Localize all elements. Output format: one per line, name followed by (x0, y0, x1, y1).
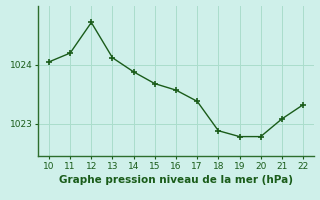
X-axis label: Graphe pression niveau de la mer (hPa): Graphe pression niveau de la mer (hPa) (59, 175, 293, 185)
